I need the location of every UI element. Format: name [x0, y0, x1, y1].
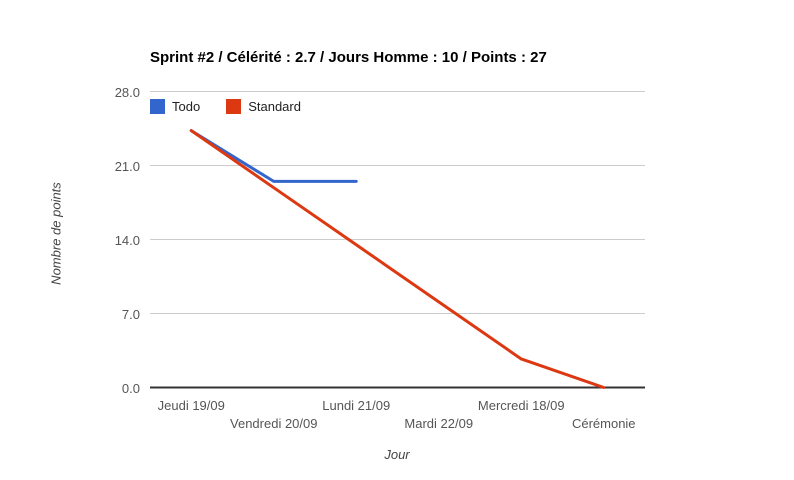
x-tick-label: Cérémonie	[571, 416, 636, 431]
y-tick-label: 28.0	[114, 84, 140, 100]
y-tick-label: 21.0	[114, 158, 140, 174]
todo-series-swatch-icon	[150, 99, 165, 114]
x-tick-label: Mercredi 18/09	[477, 398, 565, 413]
x-tick-label: Vendredi 20/09	[230, 416, 318, 431]
y-axis-title: Nombre de points	[48, 182, 64, 285]
todo-series-line	[189, 129, 358, 183]
x-tick-label: Jeudi 19/09	[157, 398, 225, 413]
standard-series-swatch-icon	[226, 99, 242, 114]
x-axis-title: Jour	[384, 447, 410, 462]
legend-label-todo: Todo	[172, 99, 201, 114]
x-tick-label: Mardi 22/09	[404, 416, 474, 431]
y-tick-label: 7.0	[121, 306, 140, 322]
chart-title: Sprint #2 / Célérité : 2.7 / Jours Homme…	[150, 49, 547, 66]
legend-item-standard[interactable]: Standard	[226, 99, 301, 114]
legend-label-standard: Standard	[248, 99, 301, 114]
x-tick-label: Lundi 21/09	[322, 398, 391, 413]
y-tick-label: 0.0	[121, 380, 140, 396]
legend-item-todo[interactable]: Todo	[150, 99, 200, 114]
legend: Todo Standard	[150, 99, 301, 114]
standard-series-line	[189, 129, 606, 389]
y-tick-label: 14.0	[114, 232, 140, 248]
